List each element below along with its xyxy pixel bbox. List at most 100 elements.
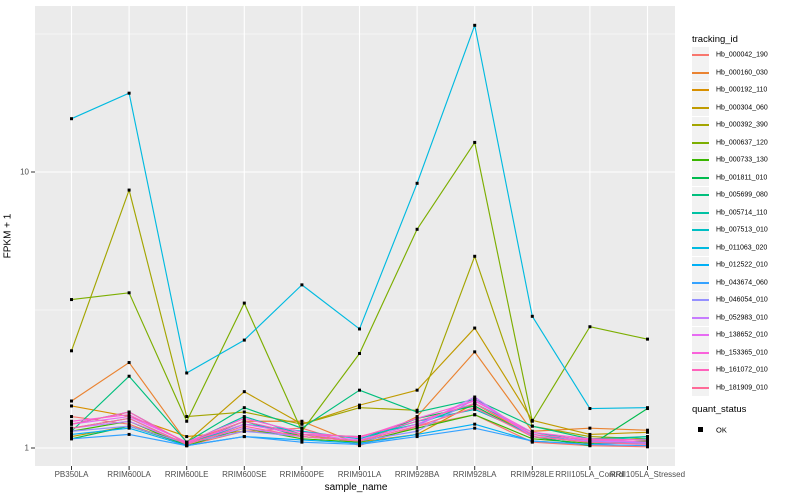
data-point [646, 406, 649, 410]
data-point [242, 410, 246, 414]
legend-key-line-icon [692, 299, 709, 301]
data-point [530, 314, 534, 318]
legend-key-swatch [692, 239, 709, 256]
data-point [127, 415, 131, 419]
x-tick-label-RRIM901LA: RRIM901LA [337, 470, 382, 479]
legend-key-line-icon [692, 194, 709, 196]
data-point [473, 407, 477, 411]
data-point [242, 429, 246, 433]
data-point [473, 395, 477, 399]
data-point [242, 338, 246, 342]
data-point [70, 117, 73, 121]
data-point [473, 350, 477, 354]
data-point [415, 410, 419, 414]
data-point [530, 439, 534, 443]
data-point [358, 442, 361, 446]
x-tick-label-RRIM600SE: RRIM600SE [222, 470, 267, 479]
data-point [242, 419, 246, 423]
legend-entry-label: Hb_011063_020 [716, 244, 768, 251]
legend-entry-label: Hb_138652_010 [716, 331, 768, 339]
data-point [70, 437, 73, 441]
legend-key-line-icon [692, 386, 709, 389]
data-point [358, 439, 361, 443]
legend-key-line-icon [692, 351, 709, 354]
gridlines [35, 6, 675, 466]
data-point [415, 429, 419, 433]
legend-key-swatch [692, 379, 709, 396]
data-point [242, 424, 246, 428]
plot-panel [35, 6, 675, 466]
data-point [473, 413, 477, 417]
legend-title-tracking-id: tracking_id [692, 34, 738, 45]
legend-key-line-icon [692, 316, 709, 319]
data-point [530, 430, 534, 434]
legend-entry-label: Hb_012522_010 [716, 261, 768, 269]
x-tick-label-RRIM600LA: RRIM600LA [107, 470, 151, 479]
data-point [242, 415, 246, 419]
data-point [300, 432, 304, 436]
data-point [242, 301, 246, 305]
legend-key-swatch [692, 326, 709, 344]
data-point [588, 442, 592, 446]
data-point [242, 406, 246, 410]
y-tick-label-10: 10 [20, 167, 29, 177]
data-point [415, 426, 419, 430]
data-point [588, 432, 592, 436]
data-point [300, 419, 304, 423]
data-point [415, 435, 419, 439]
x-tick-label-PB350LA: PB350LA [54, 470, 89, 479]
data-point [415, 422, 419, 426]
data-point [70, 426, 73, 430]
legend-key-line-icon [692, 141, 709, 144]
data-point [358, 435, 361, 439]
data-point [185, 435, 189, 439]
data-point [473, 422, 477, 426]
data-point [358, 406, 361, 410]
data-point [127, 424, 131, 428]
data-point [127, 291, 131, 295]
data-point [415, 408, 419, 412]
data-point [185, 371, 189, 375]
legend-entry-label: Hb_046054_010 [716, 296, 768, 304]
legend-key-line-icon [692, 159, 709, 161]
legend-key-swatch [692, 291, 709, 309]
legend-key-swatch [692, 256, 709, 274]
data-point [70, 419, 73, 423]
data-point [358, 388, 361, 392]
x-tick-label-RRII105LA_Control: RRII105LA_Control [555, 470, 625, 479]
data-point [70, 432, 73, 436]
data-point [588, 407, 592, 411]
data-point [473, 326, 477, 330]
data-point [127, 419, 131, 423]
y-axis-title: FPKM + 1 [2, 213, 14, 259]
axis-tick-marks [31, 171, 648, 470]
data-point [473, 401, 477, 405]
data-point [127, 432, 131, 436]
legend-key-swatch [692, 344, 709, 361]
legend-entry-label: Hb_052983_010 [716, 314, 768, 321]
data-point [415, 424, 419, 428]
data-point [127, 361, 131, 365]
legend-entry-label: Hb_005699_080 [716, 191, 768, 199]
y-tick-label-1: 1 [24, 443, 29, 453]
legend-key-swatch [692, 221, 709, 239]
data-point [588, 325, 592, 329]
data-point [646, 438, 649, 442]
legend-key-line-icon [692, 71, 709, 74]
data-point [300, 426, 304, 430]
data-point [127, 188, 131, 192]
legend-entry-label: OK [716, 425, 727, 434]
data-point [70, 349, 73, 353]
legend-key-swatch [692, 169, 709, 186]
legend-key-swatch [692, 116, 709, 134]
legend-key-swatch [692, 274, 709, 291]
data-point [588, 440, 592, 444]
data-point [300, 283, 304, 287]
legend-key-swatch [692, 309, 709, 326]
data-point [415, 181, 419, 185]
legend-key-line-icon [692, 176, 709, 179]
legend-key-line-icon [692, 211, 709, 214]
data-point [127, 374, 131, 378]
x-tick-label-RRII105LA_Stressed: RRII105LA_Stressed [609, 470, 686, 479]
